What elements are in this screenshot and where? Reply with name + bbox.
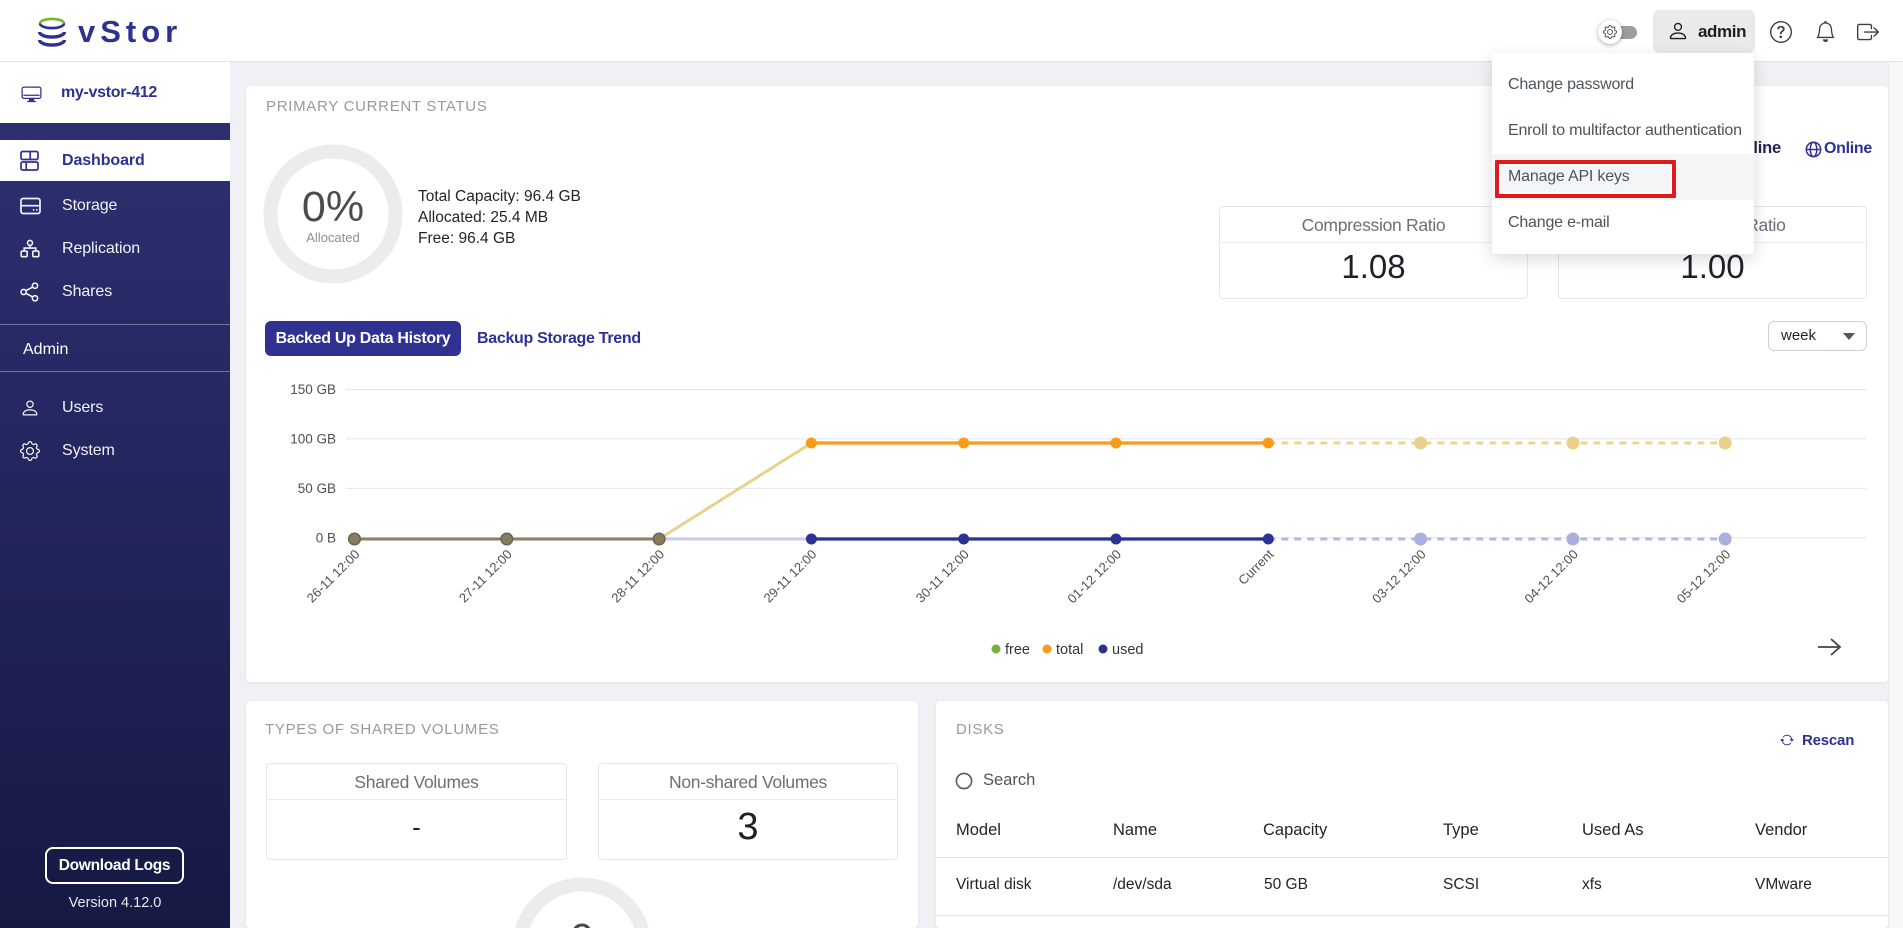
svg-text:04-12 12:00: 04-12 12:00: [1521, 547, 1581, 607]
svg-text:30-11 12:00: 30-11 12:00: [913, 547, 972, 606]
svg-text:total: total: [1056, 642, 1083, 658]
svg-text:05-12 12:00: 05-12 12:00: [1674, 547, 1734, 607]
svg-text:Current: Current: [1235, 546, 1277, 588]
svg-text:28-11 12:00: 28-11 12:00: [608, 547, 667, 606]
svg-text:01-12 12:00: 01-12 12:00: [1064, 547, 1124, 607]
svg-text:26-11 12:00: 26-11 12:00: [304, 547, 363, 606]
svg-text:100 GB: 100 GB: [290, 431, 336, 446]
svg-text:29-11 12:00: 29-11 12:00: [761, 547, 820, 606]
svg-text:03-12 12:00: 03-12 12:00: [1369, 547, 1429, 607]
svg-text:50 GB: 50 GB: [298, 481, 336, 496]
svg-text:used: used: [1112, 642, 1143, 658]
svg-text:150 GB: 150 GB: [290, 382, 336, 397]
svg-text:free: free: [1005, 642, 1030, 658]
svg-text:27-11 12:00: 27-11 12:00: [456, 547, 515, 606]
svg-text:0 B: 0 B: [316, 530, 336, 545]
